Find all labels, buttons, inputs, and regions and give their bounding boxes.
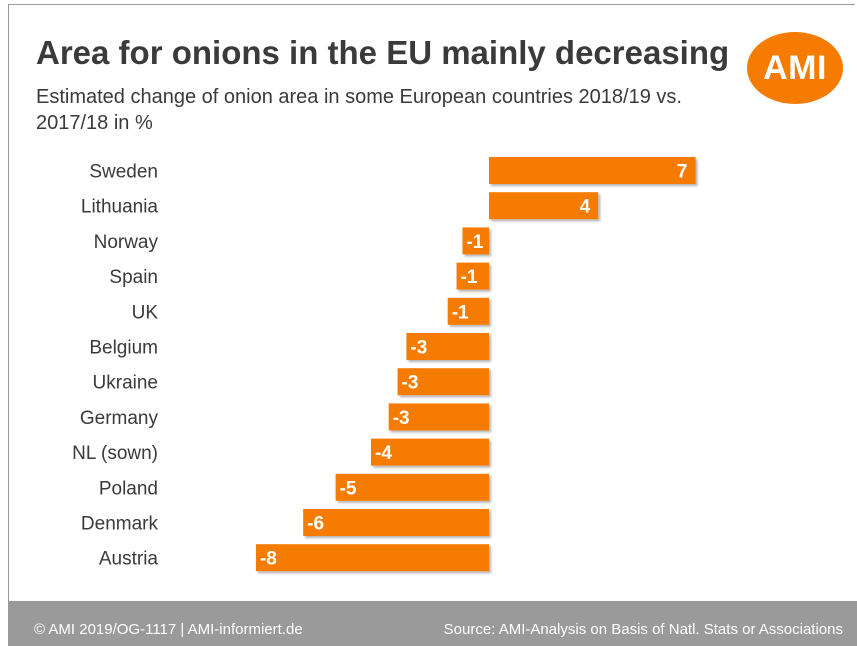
footer-source: Source: AMI-Analysis on Basis of Natl. S… bbox=[443, 621, 843, 638]
data-label: 4 bbox=[580, 197, 591, 218]
data-label: -1 bbox=[452, 302, 469, 323]
bar bbox=[255, 544, 489, 572]
category-label: Sweden bbox=[89, 162, 158, 183]
category-label: Denmark bbox=[81, 514, 159, 535]
footer-bar: © AMI 2019/OG-1117 | AMI-informiert.de S… bbox=[8, 601, 857, 646]
bar bbox=[303, 509, 489, 536]
data-label: -8 bbox=[260, 549, 277, 570]
data-label: -3 bbox=[393, 408, 410, 429]
category-label: Ukraine bbox=[93, 373, 158, 394]
page-subtitle: Estimated change of onion area in some E… bbox=[36, 86, 682, 134]
category-label: UK bbox=[132, 302, 159, 323]
bar bbox=[456, 262, 489, 290]
footer-copyright: © AMI 2019/OG-1117 | AMI-informiert.de bbox=[34, 621, 303, 638]
ami-logo: AMI bbox=[747, 32, 843, 104]
category-label: Norway bbox=[94, 232, 159, 253]
data-label: -1 bbox=[461, 267, 478, 288]
data-label: -5 bbox=[340, 478, 357, 499]
bar-chart: Sweden 7 Lithuania 4 Norway -1 Spain -1 UK -1 Belg… bbox=[72, 157, 696, 572]
bar bbox=[462, 227, 489, 255]
page-title: Area for onions in the EU mainly decreas… bbox=[36, 34, 730, 71]
data-label: -4 bbox=[375, 443, 392, 464]
bar bbox=[397, 368, 489, 396]
data-label: -3 bbox=[410, 338, 427, 359]
bar bbox=[489, 157, 696, 184]
data-label: 7 bbox=[677, 162, 688, 183]
chart-frame bbox=[8, 4, 855, 601]
bar bbox=[447, 297, 489, 325]
ami-logo-text: AMI bbox=[763, 48, 827, 87]
bar bbox=[489, 192, 599, 220]
bar bbox=[371, 438, 489, 466]
bar bbox=[388, 403, 489, 431]
category-label: Austria bbox=[99, 549, 159, 570]
bar bbox=[406, 333, 489, 360]
data-label: -3 bbox=[402, 373, 419, 394]
category-label: Lithuania bbox=[81, 197, 159, 218]
bar bbox=[335, 473, 489, 501]
data-label: -1 bbox=[466, 232, 483, 253]
data-label: -6 bbox=[307, 514, 324, 535]
category-label: Germany bbox=[80, 408, 159, 429]
category-label: NL (sown) bbox=[72, 443, 158, 464]
category-label: Poland bbox=[99, 478, 158, 499]
category-label: Belgium bbox=[89, 338, 158, 359]
category-label: Spain bbox=[109, 267, 158, 288]
